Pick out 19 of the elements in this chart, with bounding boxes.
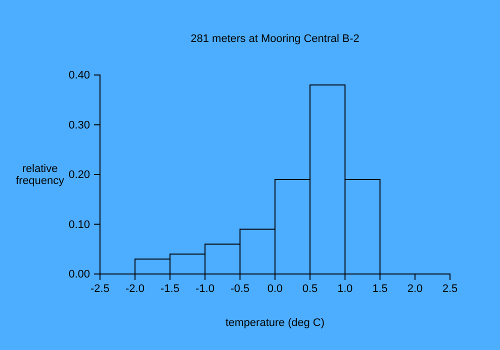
y-tick-label: 0.20: [68, 169, 90, 182]
x-tick-label: 1.5: [372, 282, 388, 295]
x-tick-label: -0.5: [230, 282, 250, 295]
y-tick-label: 0.00: [68, 268, 90, 281]
y-tick-label: 0.30: [68, 119, 90, 132]
x-tick-label: -2.0: [126, 282, 144, 295]
x-tick-label: 2.0: [407, 282, 423, 295]
y-axis-title: relative frequency: [16, 163, 65, 188]
x-tick-label: -1.0: [196, 282, 214, 295]
x-tick-label: 1.0: [337, 282, 353, 295]
x-axis-title: temperature (deg C): [225, 317, 325, 329]
y-tick-label: 0.10: [68, 218, 90, 231]
y-tick-label: 0.40: [68, 70, 90, 82]
chart-title: 281 meters at Mooring Central B-2: [190, 33, 360, 45]
x-tick-label: -1.5: [160, 282, 180, 295]
x-tick-label: 2.5: [442, 282, 458, 295]
x-tick-label: -2.5: [90, 282, 110, 295]
x-tick-label: 0.5: [302, 282, 318, 295]
x-tick-label: 0.0: [267, 282, 283, 295]
